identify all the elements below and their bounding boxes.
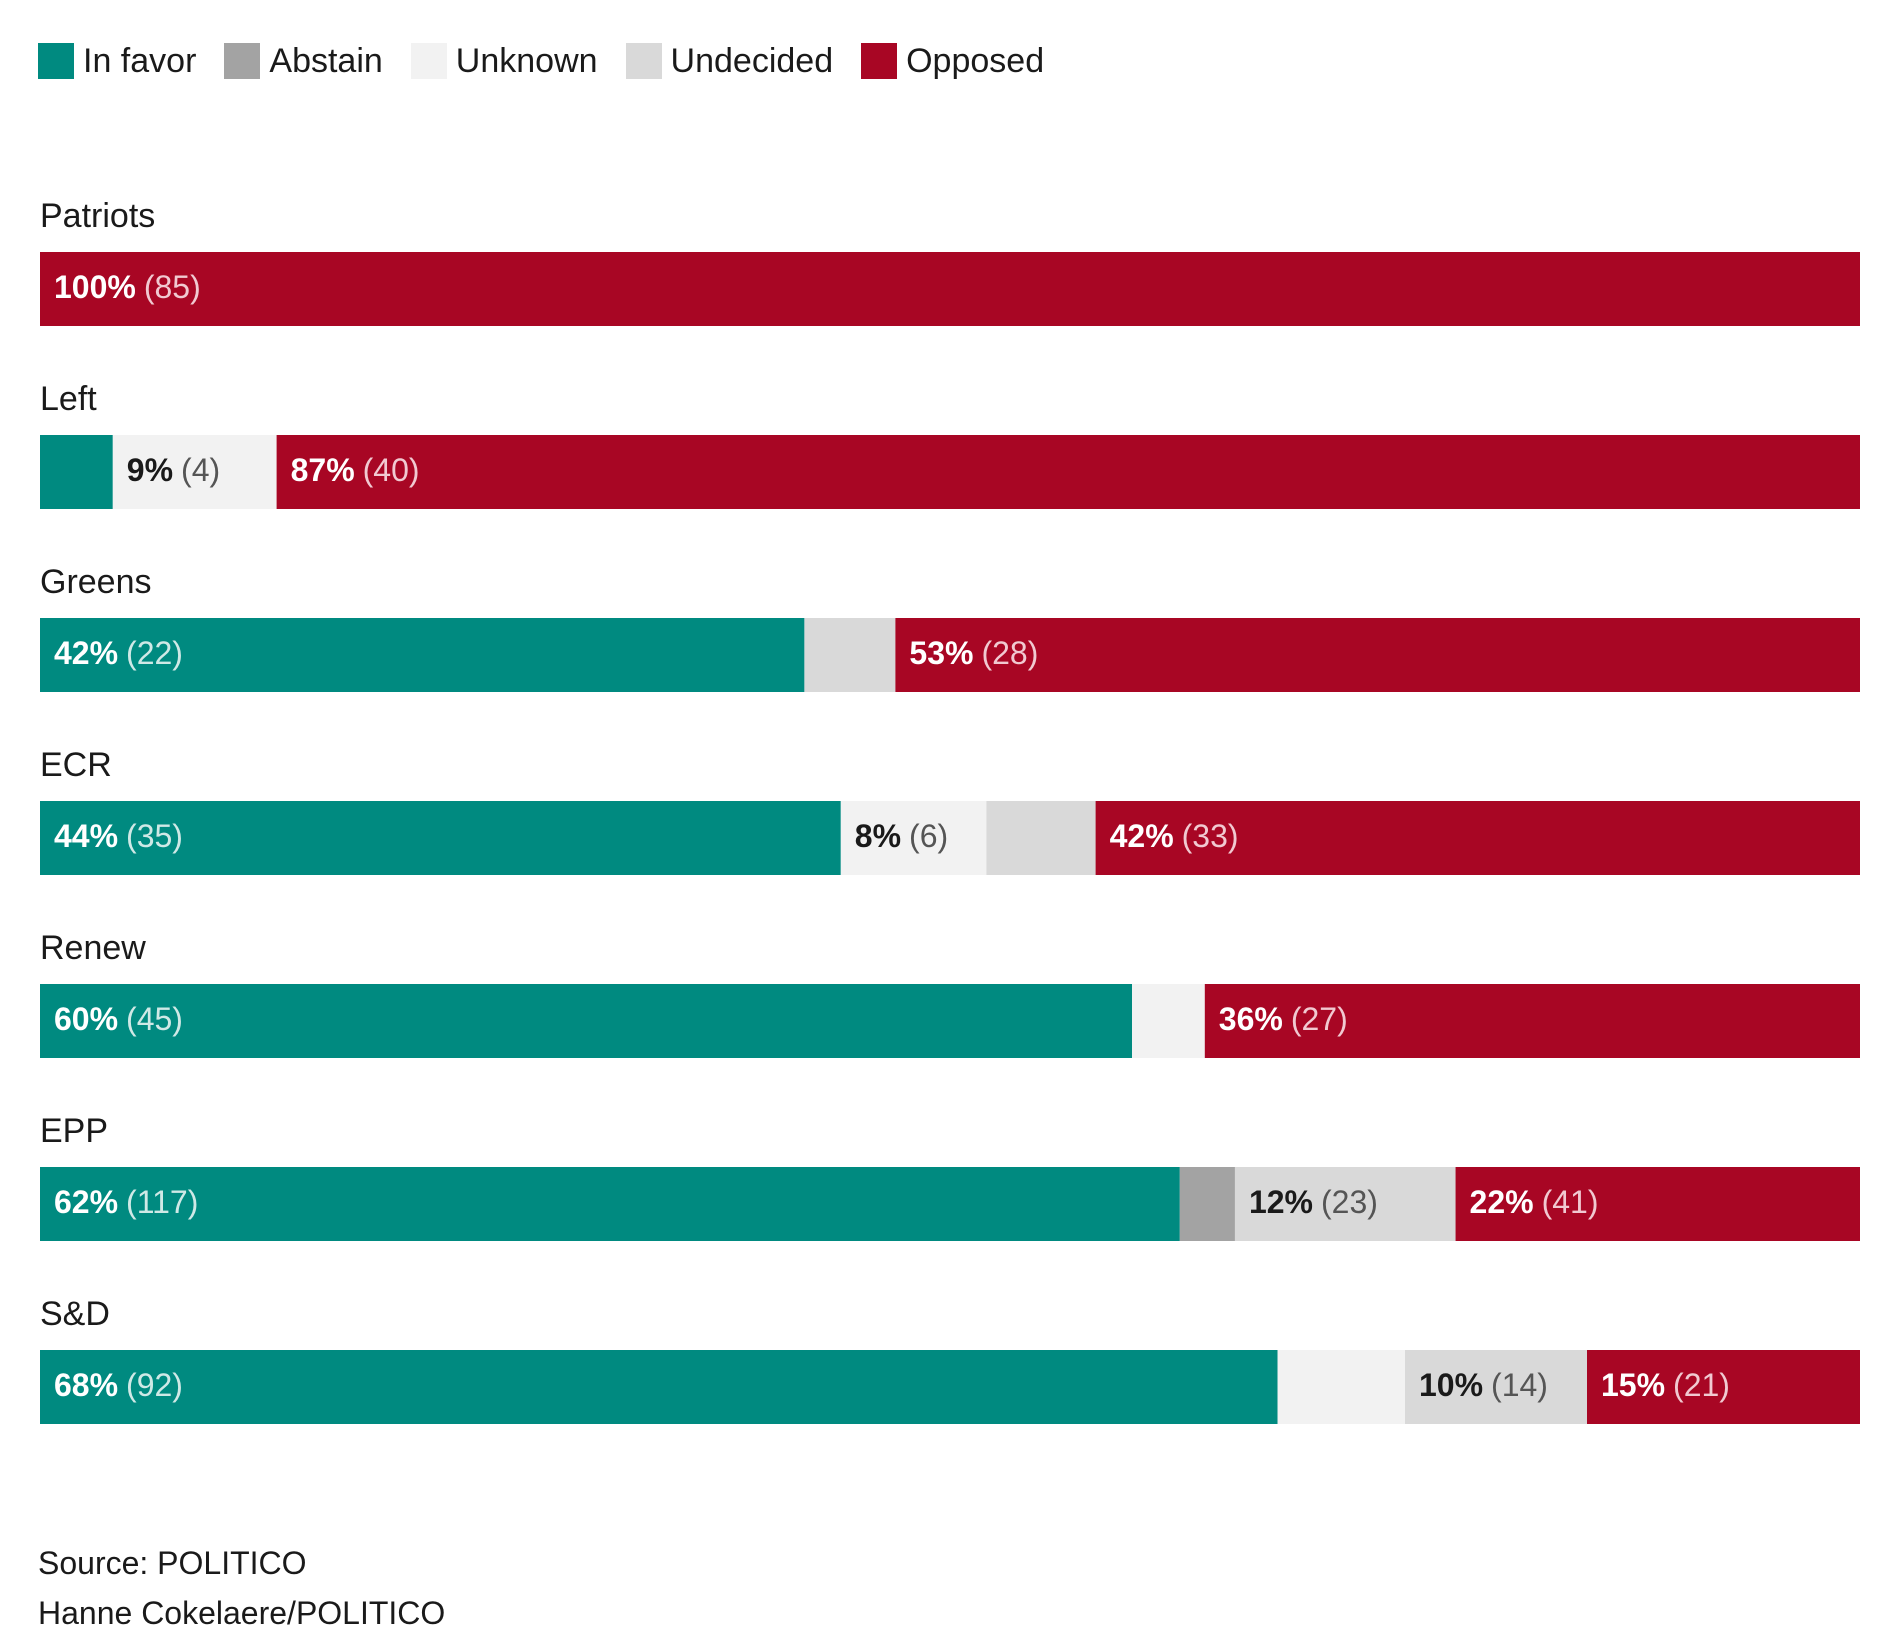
- legend-item-undecided: Undecided: [625, 41, 834, 81]
- data-label: 9% (4): [127, 452, 220, 488]
- data-label: 22% (41): [1470, 1184, 1599, 1220]
- data-label-percent: 42%: [54, 635, 118, 671]
- data-label-count: (45): [126, 1001, 183, 1037]
- data-label-count: (21): [1673, 1367, 1730, 1403]
- bar-segment-opposed: [276, 435, 1861, 509]
- source-note: Source: POLITICO: [38, 1545, 307, 1581]
- legend-label: Undecided: [670, 41, 834, 80]
- data-label-percent: 44%: [54, 818, 118, 854]
- data-label-percent: 36%: [1219, 1001, 1283, 1037]
- bar-segment-opposed: [1095, 801, 1860, 875]
- data-label: 12% (23): [1249, 1184, 1378, 1220]
- data-label: 10% (14): [1419, 1367, 1548, 1403]
- data-label-percent: 22%: [1470, 1184, 1534, 1220]
- data-label-count: (33): [1182, 818, 1239, 854]
- legend-label: Unknown: [455, 41, 598, 80]
- legend-item-unknown: Unknown: [410, 41, 598, 81]
- data-label-percent: 9%: [127, 452, 173, 488]
- legend-item-in-favor: In favor: [38, 42, 196, 81]
- chart-footer: Source: POLITICO Hanne Cokelaere/POLITIC…: [38, 1538, 445, 1638]
- data-label: 42% (33): [1110, 818, 1239, 854]
- bar-segment-in-favor: [40, 618, 805, 692]
- data-label-count: (92): [126, 1367, 183, 1403]
- credit-note: Hanne Cokelaere/POLITICO: [38, 1595, 446, 1631]
- party-label: S&D: [40, 1295, 110, 1333]
- data-label-count: (41): [1542, 1184, 1599, 1220]
- data-label: 53% (28): [909, 635, 1038, 671]
- bar-segment-unknown: [840, 801, 987, 875]
- data-label: 44% (35): [54, 818, 183, 854]
- bar-segment-opposed: [1455, 1167, 1860, 1241]
- data-label: 60% (45): [54, 1001, 183, 1037]
- bar-segment-undecided: [986, 801, 1096, 875]
- party-label: EPP: [40, 1112, 108, 1150]
- data-label: 15% (21): [1601, 1367, 1730, 1403]
- data-label: 68% (92): [54, 1367, 183, 1403]
- bar-segment-abstain: [1179, 1167, 1235, 1241]
- data-label: 62% (117): [54, 1184, 198, 1220]
- data-label-percent: 53%: [909, 635, 973, 671]
- data-label: 42% (22): [54, 635, 183, 671]
- legend-swatch: [410, 43, 447, 79]
- bar-segment-unknown: [1277, 1350, 1405, 1424]
- bar-segment-in-favor: [40, 1350, 1278, 1424]
- data-label-count: (14): [1491, 1367, 1548, 1403]
- legend-item-abstain: Abstain: [224, 41, 383, 81]
- data-label-percent: 42%: [1110, 818, 1174, 854]
- data-label: 8% (6): [855, 818, 948, 854]
- bar-segment-opposed: [895, 618, 1860, 692]
- data-label-percent: 60%: [54, 1001, 118, 1037]
- data-label-count: (27): [1291, 1001, 1348, 1037]
- data-label: 36% (27): [1219, 1001, 1348, 1037]
- legend-label: Abstain: [269, 41, 383, 80]
- bar-segment-undecided: [1405, 1350, 1587, 1424]
- bar-segment-opposed: [1204, 984, 1860, 1058]
- bar-segment-undecided: [1234, 1167, 1456, 1241]
- data-label-percent: 12%: [1249, 1184, 1313, 1220]
- data-label: 87% (40): [291, 452, 420, 488]
- legend-swatch: [861, 43, 898, 79]
- data-label-percent: 87%: [291, 452, 355, 488]
- data-label-count: (28): [981, 635, 1038, 671]
- data-label-count: (40): [363, 452, 420, 488]
- data-label-count: (6): [909, 818, 948, 854]
- data-label-count: (4): [181, 452, 220, 488]
- data-label-percent: 100%: [54, 269, 136, 305]
- data-label-percent: 8%: [855, 818, 901, 854]
- bar-segment-opposed: [40, 252, 1860, 326]
- data-label: 100% (85): [54, 269, 201, 305]
- legend-swatch: [38, 43, 74, 79]
- data-label-percent: 62%: [54, 1184, 118, 1220]
- bar-segment-in-favor: [40, 435, 113, 509]
- party-label: Patriots: [40, 197, 155, 235]
- bar-segment-undecided: [804, 618, 896, 692]
- party-label: ECR: [40, 746, 112, 784]
- legend-swatch: [224, 43, 261, 79]
- data-label-count: (23): [1321, 1184, 1378, 1220]
- data-label-percent: 10%: [1419, 1367, 1483, 1403]
- data-label-count: (117): [126, 1184, 198, 1220]
- bar-segment-unknown: [112, 435, 277, 509]
- data-label-count: (35): [126, 818, 183, 854]
- legend-label: Opposed: [906, 41, 1045, 80]
- data-label-percent: 15%: [1601, 1367, 1665, 1403]
- legend-label: In favor: [83, 41, 197, 80]
- data-label-count: (85): [144, 269, 201, 305]
- legend-swatch: [625, 43, 662, 79]
- chart-legend: In favor Abstain Unknown Undecided Opposed: [38, 38, 1072, 84]
- bar-segment-unknown: [1132, 984, 1205, 1058]
- data-label-percent: 68%: [54, 1367, 118, 1403]
- bar-segment-in-favor: [40, 1167, 1180, 1241]
- bar-segment-in-favor: [40, 801, 841, 875]
- data-label-count: (22): [126, 635, 183, 671]
- bar-segment-opposed: [1587, 1350, 1860, 1424]
- party-label: Left: [40, 380, 97, 418]
- party-label: Greens: [40, 563, 152, 601]
- party-label: Renew: [40, 929, 146, 967]
- bar-segment-in-favor: [40, 984, 1132, 1058]
- legend-item-opposed: Opposed: [861, 42, 1044, 81]
